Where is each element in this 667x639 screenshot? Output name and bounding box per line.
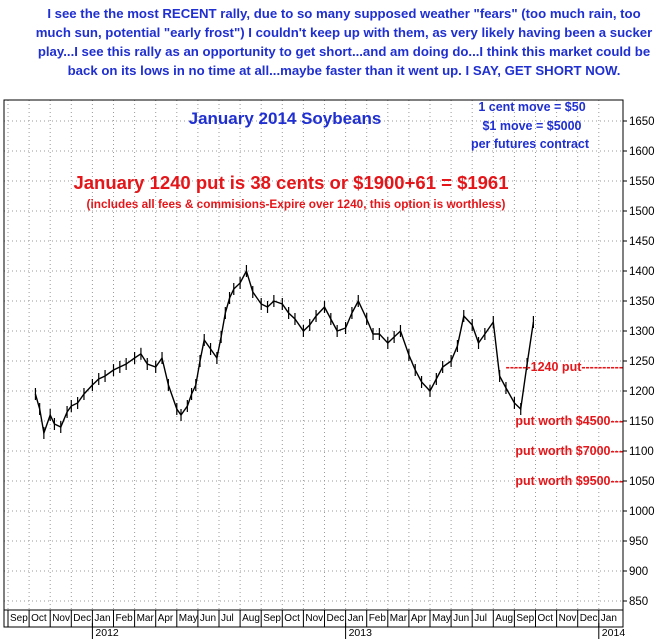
x-tick-label: Apr bbox=[158, 613, 174, 624]
x-tick-label: Jul bbox=[221, 613, 234, 624]
year-label: 2013 bbox=[349, 627, 373, 639]
contract-note-3: per futures contract bbox=[471, 137, 590, 151]
x-tick-label: Nov bbox=[52, 613, 70, 624]
x-tick-label: Apr bbox=[411, 613, 427, 624]
x-tick-label: Jun bbox=[453, 613, 469, 624]
level-label: put worth $9500--- bbox=[515, 474, 623, 488]
y-tick-label: 1200 bbox=[629, 386, 655, 398]
year-label: 2012 bbox=[95, 627, 119, 639]
x-tick-label: Feb bbox=[116, 613, 134, 624]
price-line bbox=[34, 269, 535, 436]
x-tick-label: Aug bbox=[495, 613, 513, 624]
x-tick-label: Dec bbox=[73, 613, 91, 624]
x-tick-label: Feb bbox=[369, 613, 387, 624]
put-level-labels: ------1240 put---------- put worth $4500-… bbox=[506, 360, 623, 488]
commentary-text: I see the the most RECENT rally, due to … bbox=[35, 6, 653, 78]
x-tick-label: May bbox=[179, 613, 198, 624]
year-label: 2014 bbox=[602, 627, 626, 639]
x-tick-label: Dec bbox=[327, 613, 345, 624]
put-subline: (includes all fees & commisions-Expire o… bbox=[87, 197, 506, 211]
contract-note-1: 1 cent move = $50 bbox=[478, 100, 585, 114]
y-tick-label: 900 bbox=[629, 566, 648, 578]
x-axis: Sep Oct Nov Dec Jan Feb Mar Apr May Jun Jul Aug Sep O… bbox=[4, 609, 626, 639]
y-axis: 850 900 950 1000 1050 1100 1150 1200 1250 1300 135… bbox=[623, 116, 655, 608]
x-tick-label: Sep bbox=[263, 613, 281, 624]
y-tick-label: 1000 bbox=[629, 506, 655, 518]
y-tick-label: 1350 bbox=[629, 296, 655, 308]
x-tick-label: May bbox=[432, 613, 451, 624]
level-label: ------1240 put---------- bbox=[506, 360, 623, 374]
commentary-header: I see the the most RECENT rally, due to … bbox=[0, 0, 667, 100]
x-tick-label: Nov bbox=[305, 613, 323, 624]
x-tick-label: Aug bbox=[242, 613, 260, 624]
chart-title: January 2014 Soybeans bbox=[189, 109, 382, 128]
x-tick-label: Jun bbox=[200, 613, 216, 624]
level-label: put worth $7000--- bbox=[515, 444, 623, 458]
x-tick-label: Jul bbox=[474, 613, 487, 624]
x-tick-label: Jan bbox=[94, 613, 110, 624]
y-tick-label: 1400 bbox=[629, 266, 655, 278]
x-tick-label: Sep bbox=[10, 613, 28, 624]
gridlines bbox=[4, 100, 623, 610]
y-tick-label: 1250 bbox=[629, 356, 655, 368]
x-tick-label: Mar bbox=[390, 613, 408, 624]
y-tick-label: 1450 bbox=[629, 236, 655, 248]
x-tick-label: Oct bbox=[538, 613, 554, 624]
price-series bbox=[34, 265, 535, 439]
y-tick-label: 1150 bbox=[629, 416, 654, 428]
y-tick-label: 1600 bbox=[629, 146, 655, 158]
y-tick-label: 1650 bbox=[629, 116, 655, 128]
level-label: put worth $4500--- bbox=[515, 414, 623, 428]
y-tick-label: 950 bbox=[629, 536, 648, 548]
x-tick-label: Sep bbox=[516, 613, 534, 624]
put-headline: January 1240 put is 38 cents or $1900+61… bbox=[73, 172, 508, 193]
y-tick-label: 1050 bbox=[629, 476, 655, 488]
y-tick-label: 1300 bbox=[629, 326, 655, 338]
y-tick-label: 1100 bbox=[629, 446, 654, 458]
contract-note-2: $1 move = $5000 bbox=[482, 119, 581, 133]
x-tick-label: Oct bbox=[31, 613, 47, 624]
y-tick-label: 1550 bbox=[629, 176, 655, 188]
y-tick-label: 1500 bbox=[629, 206, 655, 218]
x-tick-label: Oct bbox=[284, 613, 300, 624]
x-tick-label: Nov bbox=[559, 613, 577, 624]
x-tick-label: Mar bbox=[137, 613, 155, 624]
y-tick-label: 850 bbox=[629, 596, 648, 608]
x-tick-label: Jan bbox=[348, 613, 364, 624]
x-tick-label: Jan bbox=[601, 613, 617, 624]
x-tick-label: Dec bbox=[580, 613, 598, 624]
